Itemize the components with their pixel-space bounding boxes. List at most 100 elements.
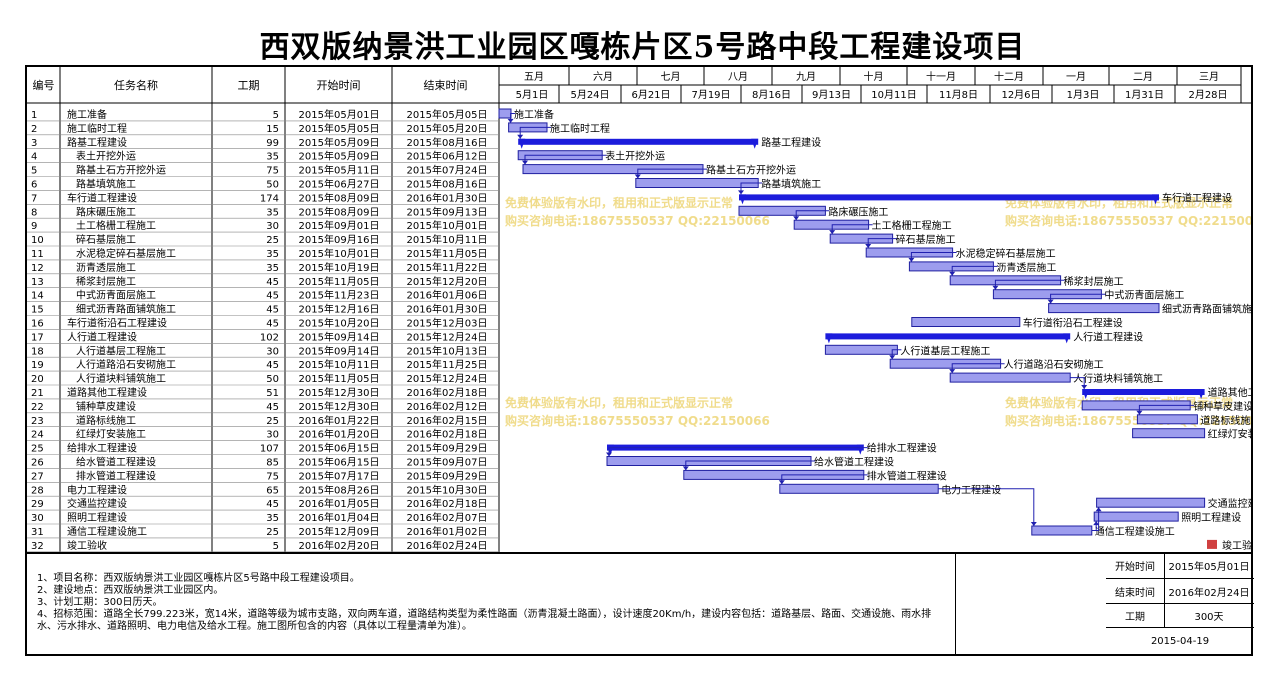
note-line: 2、建设地点：西双版纳景洪工业园区内。 (37, 585, 224, 596)
task-id: 25 (31, 444, 44, 455)
summary-duration-value: 300天 (1194, 612, 1224, 623)
task-end: 2016年02月07日 (407, 511, 488, 524)
summary-end-value: 2016年02月24日 (1168, 587, 1250, 599)
bar-label: 路基填筑施工 (761, 177, 821, 190)
task-end: 2015年10月30日 (407, 483, 488, 496)
task-start: 2015年06月27日 (299, 177, 380, 190)
task-id: 10 (31, 235, 44, 246)
task-name: 水泥稳定碎石基层施工 (76, 247, 176, 260)
task-end: 2015年08月16日 (407, 177, 488, 190)
task-duration: 75 (266, 471, 279, 482)
bar-label: 通信工程建设施工 (1095, 525, 1175, 538)
dependency-arrow (778, 480, 785, 485)
dependency-link (938, 488, 1035, 526)
dependency-link (994, 279, 1065, 290)
task-duration: 45 (266, 360, 279, 371)
task-duration: 45 (266, 305, 279, 316)
task-start: 2015年07月17日 (299, 469, 380, 482)
bar-label: 细式沥青路面铺筑施工 (1162, 303, 1251, 316)
summary-bar-cap (1063, 333, 1071, 344)
task-name: 道路标线施工 (76, 414, 136, 427)
task-start: 2015年12月16日 (299, 303, 380, 316)
project-info-panel: 1、项目名称：西双版纳景洪工业园区嘎栋片区5号路中段工程建设项目。 2、建设地点… (25, 553, 1254, 656)
dependency-link (685, 460, 815, 471)
task-name: 沥青透层施工 (76, 261, 136, 274)
task-end: 2016年02月15日 (407, 414, 488, 427)
task-id: 7 (31, 193, 37, 204)
task-duration: 45 (266, 318, 279, 329)
task-start: 2015年06月15日 (299, 455, 380, 468)
summary-start-label: 开始时间 (1106, 553, 1165, 578)
task-name: 车行道衔沿石工程建设 (67, 316, 167, 329)
task-start: 2015年08月09日 (299, 205, 380, 218)
dependency-arrow (949, 369, 956, 374)
task-name: 给排水工程建设 (67, 442, 137, 455)
task-start: 2015年09月14日 (299, 344, 380, 357)
summary-bar-cap (751, 138, 759, 149)
week-label: 6月21日 (631, 89, 670, 101)
task-id: 15 (31, 305, 44, 316)
dependency-link (831, 224, 873, 235)
task-id: 16 (31, 318, 44, 329)
task-start: 2015年06月15日 (299, 442, 380, 455)
task-end: 2015年11月05日 (407, 247, 488, 260)
task-end: 2015年12月03日 (407, 316, 488, 329)
task-duration: 107 (260, 444, 279, 455)
bar-label: 人行道路沿石安砌施工 (1004, 358, 1104, 371)
bar-label: 人行道工程建设 (1073, 330, 1143, 343)
page-title: 西双版纳景洪工业园区嘎栋片区5号路中段工程建设项目 (259, 30, 1026, 65)
bar-label: 铺种草皮建设 (1193, 400, 1251, 413)
note-line: 4、招标范围：道路全长799.223米，宽14米，道路等级为城市支路，双向两车道… (37, 609, 932, 632)
bar-label: 车行道衔沿石工程建设 (1023, 316, 1123, 329)
bar-label: 沥青透层施工 (996, 261, 1056, 274)
task-duration: 50 (266, 374, 279, 385)
summary-start-row: 开始时间 2015年05月01日 (1106, 553, 1254, 578)
task-name: 碎石基层施工 (76, 233, 136, 246)
task-name: 路基填筑施工 (76, 177, 136, 190)
summary-duration-row: 工期 300天 (1106, 603, 1254, 627)
task-duration: 174 (260, 193, 279, 204)
task-duration: 99 (266, 138, 279, 149)
dependency-arrow (738, 190, 744, 195)
summary-bar-cap (1197, 389, 1205, 399)
task-name: 路基土石方开挖外运 (76, 164, 166, 177)
task-name: 中式沥青面层施工 (76, 289, 156, 302)
bar-label: 水泥稳定碎石基层施工 (956, 247, 1056, 260)
column-header-task: 任务名称 (114, 78, 158, 92)
task-end: 2015年05月20日 (407, 122, 488, 135)
week-label: 1月31日 (1125, 89, 1164, 101)
task-id: 19 (31, 360, 44, 371)
month-label: 十二月 (994, 70, 1024, 83)
column-header-duration: 工期 (238, 79, 260, 92)
task-start: 2015年12月30日 (299, 400, 380, 413)
task-start: 2016年01月05日 (299, 497, 380, 510)
month-label: 二月 (1133, 71, 1153, 83)
task-start: 2015年09月01日 (299, 219, 380, 232)
dependency-arrow (507, 118, 514, 123)
gantt-svg: 免费体验版有水印，租用和正式版显示正常 购买咨询电话:18675550537 QQ… (27, 67, 1251, 552)
task-id: 21 (31, 388, 44, 399)
task-bar (949, 372, 1071, 383)
dependency-link (951, 265, 998, 276)
summary-duration-label: 工期 (1106, 604, 1165, 627)
task-start: 2015年11月05日 (299, 372, 380, 385)
column-header-end: 结束时间 (424, 79, 468, 92)
task-id: 30 (31, 513, 44, 524)
watermark-text: 免费体验版有水印，租用和正式版显示正常 (505, 395, 733, 410)
dependency-arrow (682, 466, 689, 471)
task-bar (1136, 414, 1198, 425)
task-name: 排水管道工程建设 (76, 469, 156, 482)
task-name: 道路其他工程建设 (67, 386, 147, 399)
dependency-arrow (517, 134, 524, 139)
watermark-text: 购买咨询电话:18675550537 QQ:22150066 (505, 213, 770, 228)
task-duration: 25 (266, 235, 279, 246)
task-end: 2015年06月12日 (407, 150, 488, 163)
task-name: 细式沥青路面铺筑施工 (76, 303, 176, 316)
task-name: 照明工程建设 (67, 511, 127, 524)
task-end: 2015年09月13日 (407, 205, 488, 218)
task-name: 给水管道工程建设 (76, 455, 156, 468)
dependency-link (637, 168, 707, 179)
task-name: 路床碾压施工 (76, 205, 136, 218)
task-end: 2015年10月11日 (407, 233, 488, 246)
month-label: 十一月 (926, 70, 956, 83)
